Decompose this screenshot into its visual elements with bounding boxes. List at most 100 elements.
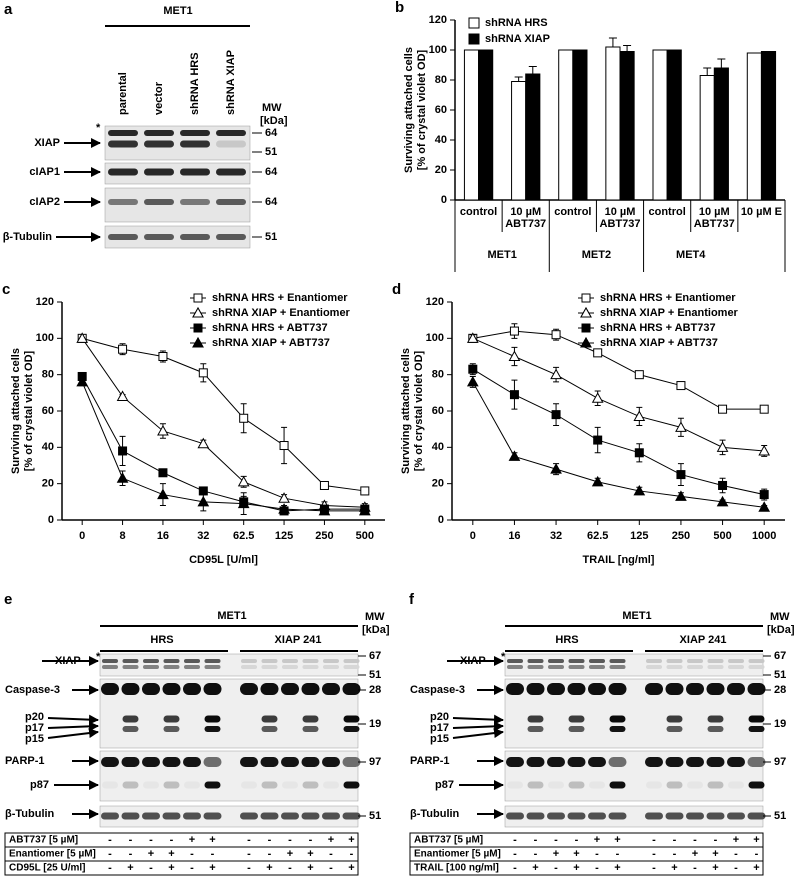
row-label: β-Tubulin	[3, 231, 53, 243]
blot-strip	[504, 653, 764, 677]
blot-band	[180, 140, 210, 148]
blot-band	[281, 757, 299, 767]
blot-band	[343, 715, 360, 723]
blot-band	[645, 757, 663, 767]
blot-band	[568, 781, 585, 789]
legend-marker	[580, 336, 592, 348]
blot-band	[180, 234, 210, 240]
treatment-value: -	[714, 834, 718, 846]
x-tick-label: control	[648, 206, 686, 218]
blot-band	[184, 659, 200, 663]
series-line	[472, 381, 765, 508]
mw-marker: 28	[369, 684, 381, 696]
blot-band	[547, 812, 565, 820]
blot-strip	[99, 750, 359, 802]
blot-band	[608, 757, 627, 767]
row-label: β-Tubulin	[410, 808, 460, 820]
row-label: XIAP	[34, 137, 60, 149]
data-point	[158, 352, 168, 361]
x-tick-label: 125	[275, 530, 293, 542]
mw-label: MW	[770, 611, 790, 623]
treatment-value: -	[575, 834, 579, 846]
x-tick-label: 0	[79, 530, 85, 542]
data-point	[593, 435, 603, 445]
treatment-value: -	[595, 862, 599, 874]
blot-band	[609, 665, 626, 669]
blot-band	[748, 659, 765, 663]
y-axis-label: [% of crystal violet OD]	[413, 350, 425, 471]
blot-band	[122, 715, 139, 723]
data-point	[759, 404, 769, 414]
panel-label: d	[392, 281, 401, 298]
blot-band	[302, 715, 319, 723]
y-tick-label: 20	[42, 478, 54, 490]
blot-band	[568, 715, 585, 723]
blot-band	[727, 683, 745, 695]
blot-band	[281, 812, 299, 820]
blot-band	[747, 683, 766, 695]
blot-band	[261, 715, 278, 723]
blot-band	[323, 665, 339, 669]
blot-band	[526, 812, 545, 820]
blot-band	[241, 781, 257, 789]
blot-band	[728, 659, 744, 663]
treatment-value: -	[652, 862, 656, 874]
data-point	[634, 448, 644, 458]
blot-band	[121, 683, 140, 695]
treatment-value: -	[350, 848, 354, 860]
blot-band	[707, 726, 724, 732]
treatment-value: -	[268, 848, 272, 860]
x-tick-label: 250	[672, 530, 690, 542]
treatment-value: +	[712, 848, 718, 860]
blot-band	[204, 715, 221, 723]
blot-band	[323, 781, 339, 789]
blot-band	[686, 683, 704, 695]
series-line	[472, 330, 765, 410]
blot-band	[260, 757, 279, 767]
blot-band	[162, 812, 181, 820]
data-point	[550, 463, 562, 474]
data-point	[508, 350, 521, 361]
blot-band	[666, 665, 683, 669]
row-label: cIAP2	[29, 196, 60, 208]
treatment-value: -	[247, 848, 251, 860]
treatment-value: +	[307, 862, 313, 874]
data-point	[358, 504, 371, 516]
blot-band	[548, 781, 564, 789]
mw-unit: [kDa]	[767, 624, 795, 636]
data-point	[509, 326, 519, 336]
treatment-value: +	[573, 862, 579, 874]
data-point	[591, 475, 604, 487]
treatment-value: -	[129, 848, 133, 860]
treatment-label: ABT737 [5 µM]	[414, 835, 483, 846]
y-tick-label: 60	[435, 104, 447, 116]
x-tick-label: 1000	[752, 530, 776, 542]
legend-label: shRNA HRS	[485, 17, 548, 29]
x-axis-label: TRAIL [ng/ml]	[583, 554, 655, 566]
legend-marker	[192, 336, 204, 348]
lane-label: vector	[153, 81, 165, 115]
mw-marker: 51	[774, 810, 786, 822]
data-point	[360, 486, 370, 496]
x-tick-label: 16	[508, 530, 520, 542]
data-point	[118, 446, 128, 456]
blot-band	[527, 659, 544, 663]
treatment-value: +	[553, 848, 559, 860]
category: control	[648, 206, 686, 218]
data-point	[466, 332, 479, 343]
blot-band	[322, 683, 340, 695]
blot-band	[548, 665, 564, 669]
x-tick-label: 250	[315, 530, 333, 542]
data-point	[591, 392, 604, 403]
blot-band	[527, 665, 544, 669]
mw-marker: 51	[369, 669, 381, 681]
blot-band	[163, 659, 180, 663]
blot-band	[241, 659, 257, 663]
mw-marker: 51	[774, 669, 786, 681]
treatment-table	[409, 832, 764, 876]
error-bar	[514, 76, 523, 82]
treatment-value: +	[328, 834, 334, 846]
blot-band	[108, 234, 138, 240]
blot-band	[666, 715, 683, 723]
blot-band	[526, 683, 545, 695]
